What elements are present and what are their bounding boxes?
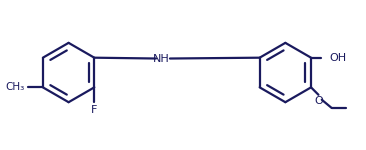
Text: F: F: [91, 105, 97, 115]
Text: OH: OH: [329, 53, 346, 63]
Text: O: O: [314, 96, 323, 106]
Text: CH₃: CH₃: [5, 82, 25, 92]
Text: NH: NH: [153, 54, 170, 63]
